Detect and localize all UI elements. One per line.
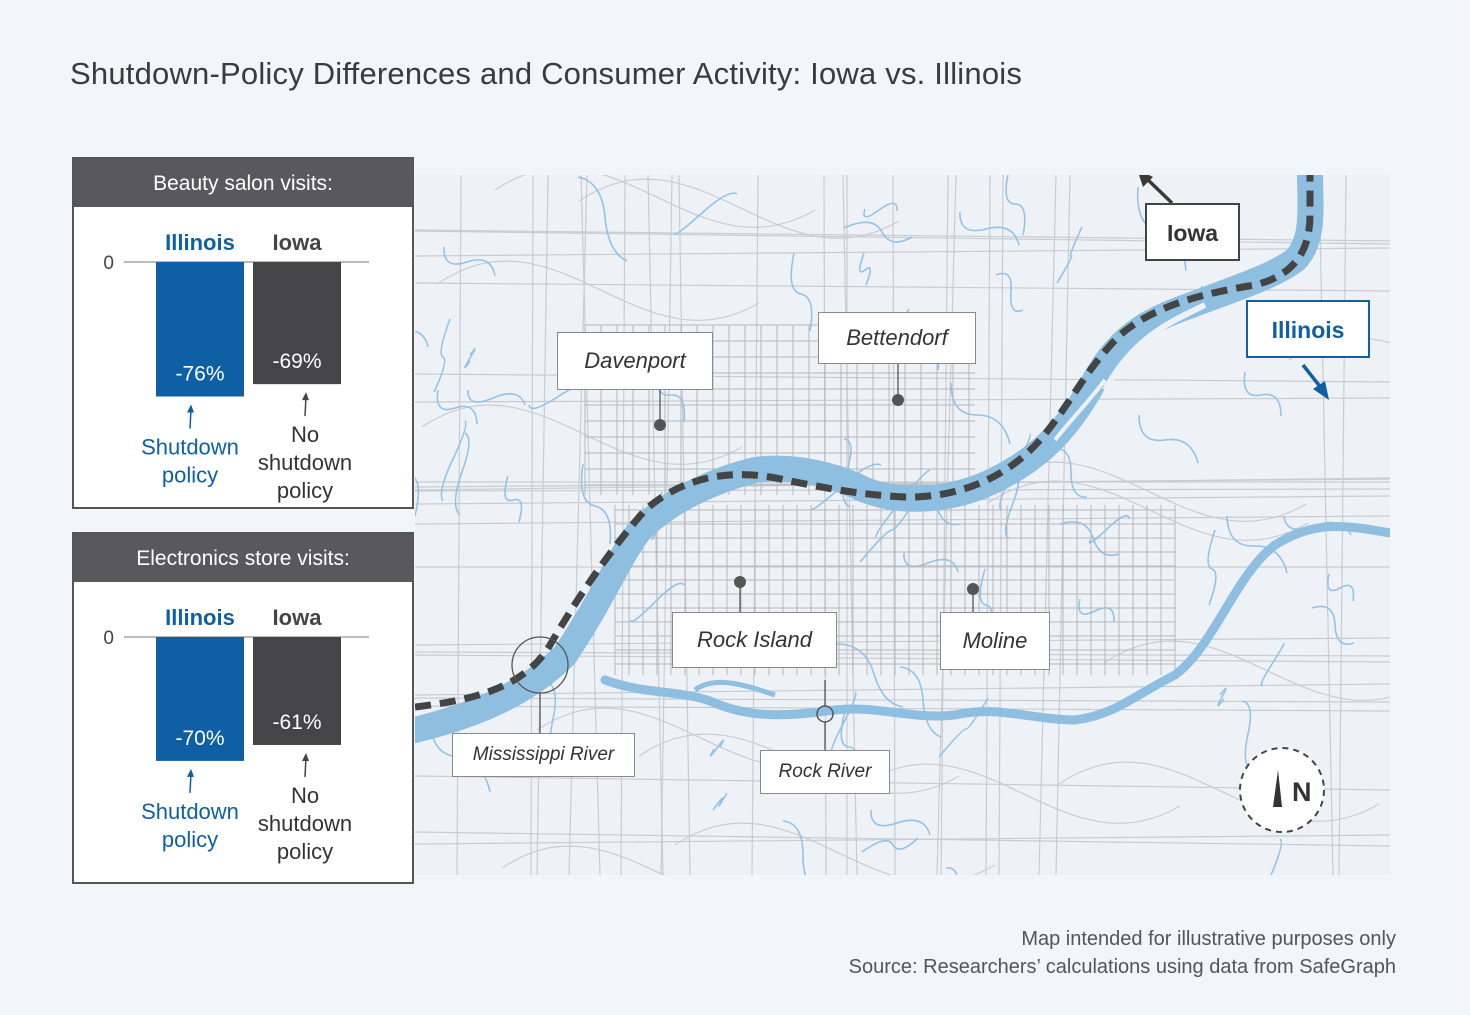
value-label: -70%	[175, 727, 224, 750]
bar-iowa	[253, 637, 341, 745]
label-davenport: Davenport	[557, 332, 713, 390]
panel-title: Electronics store visits:	[136, 547, 350, 570]
compass-icon: N	[1239, 747, 1325, 833]
category-label: Illinois	[165, 605, 235, 630]
label-moline: Moline	[940, 612, 1050, 670]
annotation-label: Shutdown policy	[141, 799, 239, 852]
panel-header: Beauty salon visits:	[74, 159, 412, 207]
beauty-salon-chart: 0 Illinois -76% Shutdown policy Iowa -69% No shu…	[103, 230, 369, 503]
illinois-arrow	[1301, 363, 1324, 391]
footer-note: Map intended for illustrative purposes o…	[1021, 928, 1396, 950]
label-illinois: Illinois	[1246, 300, 1370, 358]
label-mississippi-river: Mississippi River	[452, 733, 635, 777]
category-label: Iowa	[273, 605, 323, 630]
bar-illinois	[156, 637, 244, 761]
label-bettendorf: Bettendorf	[818, 312, 976, 364]
annotation-label: No shutdown policy	[258, 783, 352, 864]
state-border	[415, 175, 1314, 711]
panel-header: Electronics store visits:	[74, 534, 412, 582]
panel-title: Beauty salon visits:	[153, 172, 333, 195]
annotation-label: Shutdown policy	[141, 435, 239, 488]
value-label: -69%	[272, 350, 321, 373]
beauty-salon-panel: Beauty salon visits: 0 Illinois -76% Shutdo…	[72, 157, 414, 509]
ytick-label: 0	[103, 628, 114, 649]
bar-illinois	[156, 262, 244, 397]
footer-source: Source: Researchers’ calculations using …	[848, 956, 1396, 978]
category-label: Illinois	[165, 230, 235, 255]
bar-iowa	[253, 262, 341, 385]
label-iowa: Iowa	[1145, 203, 1240, 261]
value-label: -61%	[272, 711, 321, 734]
annotation-label: No shutdown policy	[258, 422, 352, 503]
category-label: Iowa	[273, 230, 323, 255]
label-rock-river: Rock River	[760, 750, 890, 794]
compass-label: N	[1292, 777, 1312, 807]
value-label: -76%	[175, 363, 224, 386]
iowa-arrow	[1143, 175, 1174, 205]
electronics-store-panel: Electronics store visits: 0 Illinois -70% S…	[72, 532, 414, 884]
electronics-store-chart: 0 Illinois -70% Shutdown policy Iowa -61% No shu…	[103, 605, 369, 864]
ytick-label: 0	[103, 253, 114, 274]
chart-title: Shutdown-Policy Differences and Consumer…	[70, 56, 1023, 91]
rock-river	[600, 522, 1390, 725]
label-rock-island: Rock Island	[672, 612, 837, 668]
